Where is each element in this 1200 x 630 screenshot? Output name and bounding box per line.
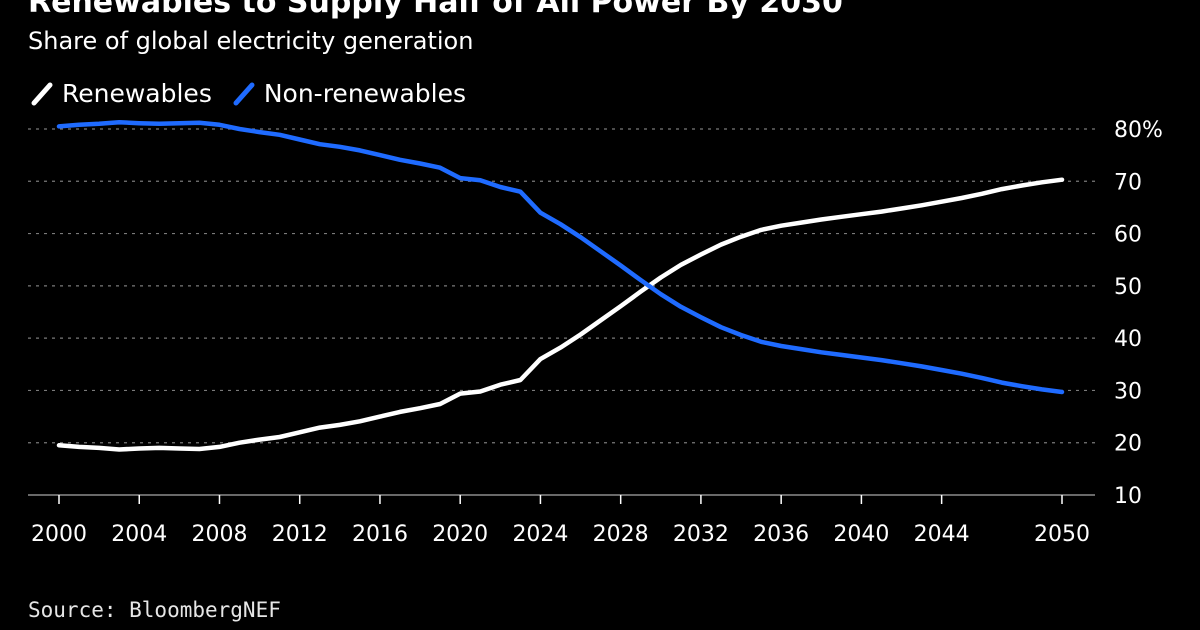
x-tick-label: 2004: [111, 522, 167, 547]
x-tick-label: 2012: [272, 522, 328, 547]
legend-item-non-renewables: Non-renewables: [230, 79, 466, 108]
chart-subtitle: Share of global electricity generation: [28, 27, 474, 55]
y-tick-label: 60: [1114, 223, 1142, 248]
x-tick-label: 2044: [914, 522, 970, 547]
y-tick-label: 80%: [1114, 118, 1163, 143]
x-tick-label: 2008: [191, 522, 247, 547]
x-tick-label: 2000: [31, 522, 87, 547]
x-tick-label: 2016: [352, 522, 408, 547]
x-tick-label: 2020: [432, 522, 488, 547]
x-tick-label: 2024: [512, 522, 568, 547]
chart-legend: Renewables Non-renewables: [28, 76, 484, 110]
x-tick-label: 2028: [593, 522, 649, 547]
slash-swatch-icon: [233, 82, 255, 106]
legend-label-renewables: Renewables: [62, 78, 212, 108]
x-tick-label: 2050: [1034, 522, 1090, 547]
y-tick-label: 70: [1114, 170, 1142, 195]
x-tick-label: 2036: [753, 522, 809, 547]
chart-title: Renewables to Supply Half of All Power B…: [28, 0, 843, 20]
legend-item-renewables: Renewables: [28, 79, 212, 108]
y-tick-label: 10: [1114, 484, 1142, 509]
series-line-non-renewables: [56, 119, 1065, 395]
x-tick-label: 2040: [833, 522, 889, 547]
x-tick-label: 2032: [673, 522, 729, 547]
series-line-renewables: [56, 177, 1065, 452]
source-note: Source: BloombergNEF: [28, 598, 281, 622]
y-tick-label: 30: [1114, 379, 1142, 404]
y-tick-label: 50: [1114, 275, 1142, 300]
legend-label-non-renewables: Non-renewables: [263, 78, 467, 108]
y-tick-label: 20: [1114, 432, 1142, 457]
slash-swatch-icon: [31, 82, 53, 106]
y-tick-label: 40: [1114, 327, 1142, 352]
